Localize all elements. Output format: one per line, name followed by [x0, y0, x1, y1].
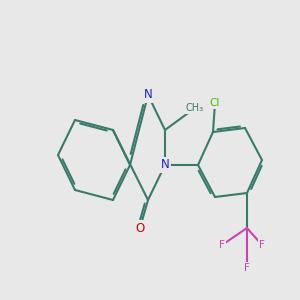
Text: CH₃: CH₃ — [186, 103, 204, 113]
Text: F: F — [259, 240, 265, 250]
Text: N: N — [160, 158, 169, 172]
Text: N: N — [144, 88, 152, 101]
Text: F: F — [244, 263, 250, 273]
Text: Cl: Cl — [210, 98, 220, 108]
Text: F: F — [219, 240, 225, 250]
Text: O: O — [135, 221, 145, 235]
